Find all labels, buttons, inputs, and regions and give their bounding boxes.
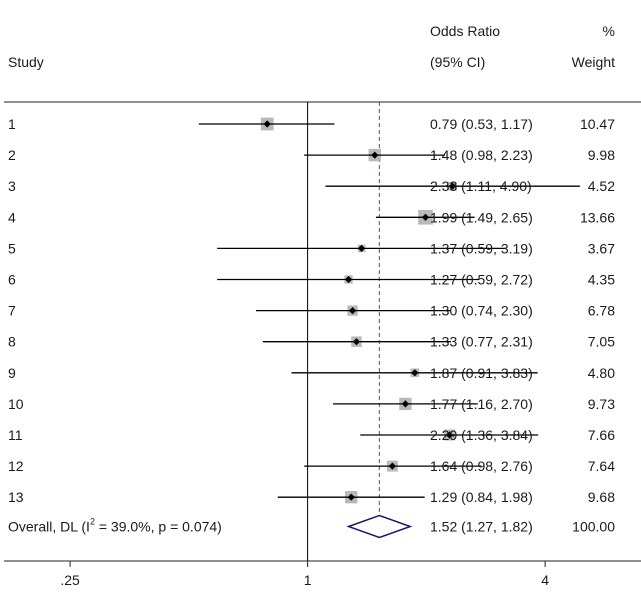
ci-text: 1.33 (0.77, 2.31) <box>430 334 533 350</box>
study-label: 4 <box>8 209 16 225</box>
overall-row: Overall, DL (I2 = 39.0%, p = 0.074) 1.52 … <box>8 514 615 539</box>
x-tick-label: 1 <box>304 572 312 588</box>
study-label: 5 <box>8 240 16 256</box>
study-label: 7 <box>8 303 16 319</box>
point-estimate <box>445 431 454 439</box>
study-row: 4 1.99 (1.49, 2.65) 13.66 <box>8 209 615 225</box>
point-estimate <box>357 244 366 252</box>
point-estimate <box>448 182 457 190</box>
study-row: 6 1.27 (0.59, 2.72) 4.35 <box>8 272 615 288</box>
ci-text: 2.29 (1.36, 3.84) <box>430 427 533 443</box>
header: Study Odds Ratio (95% CI) % Weight <box>8 23 615 70</box>
ci-text: 0.79 (0.53, 1.17) <box>430 116 533 132</box>
x-tick-label: .25 <box>60 572 80 588</box>
study-row: 12 1.64 (0.98, 2.76) 7.64 <box>8 458 615 474</box>
study-label: 11 <box>8 427 23 443</box>
weight-text: 13.66 <box>580 209 615 225</box>
weight-text: 9.98 <box>588 147 615 163</box>
point-estimate <box>401 400 410 408</box>
study-row: 10 1.77 (1.16, 2.70) 9.73 <box>8 396 615 412</box>
ci-text: 1.48 (0.98, 2.23) <box>430 147 533 163</box>
point-estimate <box>344 275 353 284</box>
ci-text: 1.37 (0.59, 3.19) <box>430 240 533 256</box>
study-row: 9 1.87 (0.91, 3.83) 4.80 <box>8 365 615 381</box>
ci-text: 1.64 (0.98, 2.76) <box>430 458 533 474</box>
study-label: 2 <box>8 147 16 163</box>
x-tick-label: 4 <box>541 572 549 588</box>
weight-text: 7.64 <box>588 458 615 474</box>
study-row: 7 1.30 (0.74, 2.30) 6.78 <box>8 303 615 319</box>
study-row: 5 1.37 (0.59, 3.19) 3.67 <box>8 240 615 256</box>
weight-text: 3.67 <box>588 240 615 256</box>
overall-weight-text: 100.00 <box>572 519 615 535</box>
study-label: 8 <box>8 334 16 350</box>
weight-text: 10.47 <box>580 116 615 132</box>
overall-label-suffix: = 39.0%, p = 0.074) <box>95 519 222 535</box>
point-estimate <box>348 307 357 315</box>
overall-label-prefix: Overall, DL (I <box>8 519 90 535</box>
overall-label-superscript: 2 <box>90 517 95 527</box>
study-row: 8 1.33 (0.77, 2.31) 7.05 <box>8 334 615 350</box>
study-row: 11 2.29 (1.36, 3.84) 7.66 <box>8 427 615 443</box>
point-estimate <box>263 120 271 128</box>
overall-ci-text: 1.52 (1.27, 1.82) <box>430 519 533 535</box>
study-row: 3 2.33 (1.11, 4.90) 4.52 <box>8 178 615 194</box>
ci-text: 1.87 (0.91, 3.83) <box>430 365 533 381</box>
point-estimate <box>411 369 419 377</box>
weight-text: 4.52 <box>588 178 615 194</box>
weight-text: 4.35 <box>588 272 615 288</box>
weight-text: 9.73 <box>588 396 615 412</box>
point-estimate <box>347 493 355 501</box>
point-estimate <box>371 151 379 159</box>
study-label: 13 <box>8 489 24 505</box>
header-or-label-line2: (95% CI) <box>430 54 485 70</box>
study-row: 13 1.29 (0.84, 1.98) 9.68 <box>8 489 615 505</box>
study-label: 1 <box>8 116 16 132</box>
weight-text: 4.80 <box>588 365 615 381</box>
point-estimate <box>421 213 430 221</box>
weight-text: 6.78 <box>588 303 615 319</box>
study-label: 12 <box>8 458 24 474</box>
ci-text: 1.99 (1.49, 2.65) <box>430 209 533 225</box>
header-or-label-line1: Odds Ratio <box>430 23 500 39</box>
ci-text: 1.29 (0.84, 1.98) <box>430 489 533 505</box>
header-study-label: Study <box>8 54 44 70</box>
weight-text: 7.66 <box>588 427 615 443</box>
study-row: 1 0.79 (0.53, 1.17) 10.47 <box>8 116 615 132</box>
header-weight-label-line2: Weight <box>572 54 615 70</box>
ci-text: 2.33 (1.11, 4.90) <box>430 178 532 194</box>
point-estimate <box>352 338 361 346</box>
point-estimate <box>388 462 396 470</box>
overall-label: Overall, DL (I2 = 39.0%, p = 0.074) <box>8 517 222 535</box>
weight-text: 7.05 <box>588 334 615 350</box>
study-label: 3 <box>8 178 16 194</box>
ci-text: 1.27 (0.59, 2.72) <box>430 272 533 288</box>
overall-diamond <box>346 514 413 539</box>
ci-text: 1.77 (1.16, 2.70) <box>430 396 533 412</box>
header-weight-label-line1: % <box>603 23 615 39</box>
study-row: 2 1.48 (0.98, 2.23) 9.98 <box>8 147 615 163</box>
study-label: 9 <box>8 365 16 381</box>
ci-text: 1.30 (0.74, 2.30) <box>430 303 533 319</box>
study-label: 10 <box>8 396 24 412</box>
study-label: 6 <box>8 272 16 288</box>
study-rows: 1 0.79 (0.53, 1.17) 10.47 2 1.48 (0.98, 2.23… <box>8 116 615 505</box>
x-axis-ticks: .25 1 4 <box>60 561 549 588</box>
weight-text: 9.68 <box>588 489 615 505</box>
